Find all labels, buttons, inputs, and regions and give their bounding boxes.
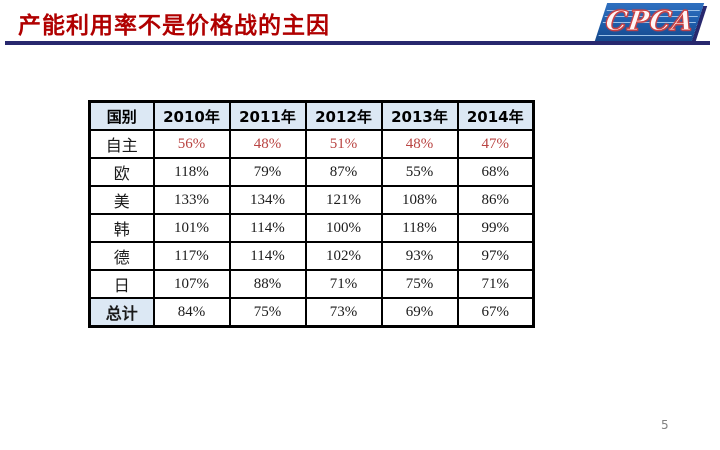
- value-cell: 47%: [456, 129, 535, 159]
- value-cell: 51%: [304, 129, 383, 159]
- table-body: 自主 56% 48% 51% 48% 47% 欧 118% 79% 87% 55% 68% 美 133% 1…: [88, 129, 535, 328]
- value-cell: 100%: [304, 213, 383, 243]
- value-cell: 101%: [152, 213, 231, 243]
- value-cell: 71%: [304, 269, 383, 299]
- value-cell: 118%: [152, 157, 231, 187]
- value-cell: 107%: [152, 269, 231, 299]
- table-header-cell: 2010年: [152, 100, 231, 131]
- table-row: 总计 84% 75% 73% 69% 67%: [88, 297, 535, 328]
- table-row: 韩 101% 114% 100% 118% 99%: [88, 213, 535, 243]
- row-label-cell: 总计: [88, 297, 155, 328]
- value-cell: 48%: [228, 129, 307, 159]
- value-cell: 102%: [304, 241, 383, 271]
- table-header-cell: 2011年: [228, 100, 307, 131]
- value-cell: 73%: [304, 297, 383, 328]
- page-number: 5: [661, 418, 669, 432]
- slide-title: 产能利用率不是价格战的主因: [18, 13, 330, 39]
- value-cell: 117%: [152, 241, 231, 271]
- cpca-logo: CPCA: [594, 3, 705, 41]
- value-cell: 56%: [152, 129, 231, 159]
- value-cell: 121%: [304, 185, 383, 215]
- table-row: 德 117% 114% 102% 93% 97%: [88, 241, 535, 271]
- value-cell: 75%: [380, 269, 459, 299]
- row-label-cell: 德: [88, 241, 155, 271]
- table-header: 国别 2010年 2011年 2012年 2013年 2014年: [88, 100, 535, 131]
- value-cell: 87%: [304, 157, 383, 187]
- value-cell: 118%: [380, 213, 459, 243]
- table-header-cell: 2013年: [380, 100, 459, 131]
- row-label-cell: 日: [88, 269, 155, 299]
- row-label-cell: 美: [88, 185, 155, 215]
- value-cell: 133%: [152, 185, 231, 215]
- value-cell: 68%: [456, 157, 535, 187]
- value-cell: 67%: [456, 297, 535, 328]
- value-cell: 84%: [152, 297, 231, 328]
- table-row: 欧 118% 79% 87% 55% 68%: [88, 157, 535, 187]
- row-label-cell: 自主: [88, 129, 155, 159]
- table-row: 美 133% 134% 121% 108% 86%: [88, 185, 535, 215]
- table-header-cell: 2012年: [304, 100, 383, 131]
- row-label-cell: 韩: [88, 213, 155, 243]
- title-underline: [5, 41, 710, 45]
- value-cell: 75%: [228, 297, 307, 328]
- table-header-cell: 2014年: [456, 100, 535, 131]
- value-cell: 71%: [456, 269, 535, 299]
- value-cell: 97%: [456, 241, 535, 271]
- value-cell: 69%: [380, 297, 459, 328]
- value-cell: 55%: [380, 157, 459, 187]
- value-cell: 79%: [228, 157, 307, 187]
- value-cell: 134%: [228, 185, 307, 215]
- table-row: 日 107% 88% 71% 75% 71%: [88, 269, 535, 299]
- table-header-row: 国别 2010年 2011年 2012年 2013年 2014年: [88, 100, 535, 131]
- table-header-cell: 国别: [88, 100, 155, 131]
- logo-text: CPCA: [600, 6, 699, 38]
- value-cell: 99%: [456, 213, 535, 243]
- value-cell: 88%: [228, 269, 307, 299]
- value-cell: 93%: [380, 241, 459, 271]
- value-cell: 114%: [228, 241, 307, 271]
- value-cell: 114%: [228, 213, 307, 243]
- capacity-utilization-table: 国别 2010年 2011年 2012年 2013年 2014年 自主 56% 48% 51% 4…: [88, 100, 535, 328]
- row-label-cell: 欧: [88, 157, 155, 187]
- value-cell: 48%: [380, 129, 459, 159]
- value-cell: 86%: [456, 185, 535, 215]
- table-row: 自主 56% 48% 51% 48% 47%: [88, 129, 535, 159]
- value-cell: 108%: [380, 185, 459, 215]
